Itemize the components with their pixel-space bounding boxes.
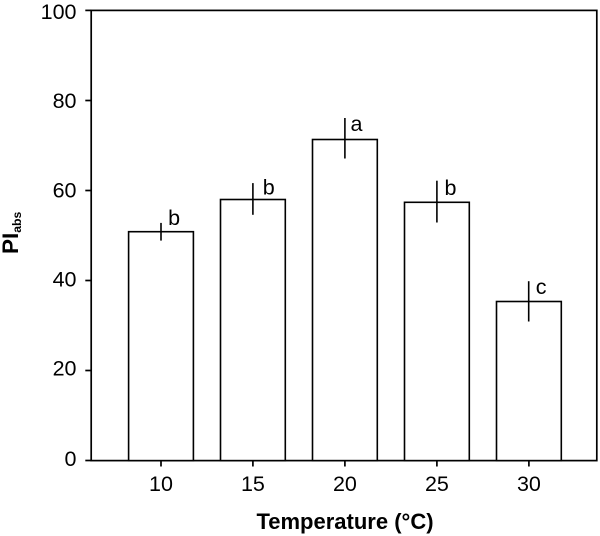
svg-text:20: 20 <box>53 357 77 381</box>
svg-text:15: 15 <box>241 472 265 496</box>
svg-text:100: 100 <box>41 0 77 24</box>
svg-text:b: b <box>263 176 275 200</box>
svg-text:b: b <box>445 176 457 200</box>
svg-text:10: 10 <box>149 472 173 496</box>
svg-text:Temperature (°C): Temperature (°C) <box>256 509 433 534</box>
svg-text:20: 20 <box>333 472 357 496</box>
svg-text:30: 30 <box>517 472 541 496</box>
svg-text:a: a <box>351 112 363 136</box>
svg-text:60: 60 <box>53 178 77 202</box>
svg-text:c: c <box>536 275 547 299</box>
svg-text:b: b <box>168 206 180 230</box>
svg-text:25: 25 <box>425 472 449 496</box>
svg-text:80: 80 <box>53 89 77 113</box>
svg-text:0: 0 <box>65 447 77 471</box>
svg-text:40: 40 <box>53 267 77 291</box>
